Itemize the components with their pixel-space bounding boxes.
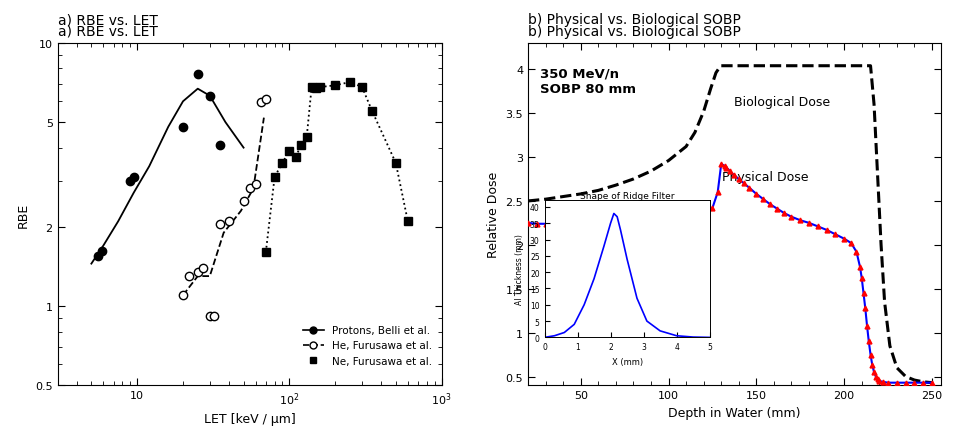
Text: a) RBE vs. LET: a) RBE vs. LET (58, 25, 157, 39)
Y-axis label: RBE: RBE (16, 202, 30, 227)
Text: a) RBE vs. LET: a) RBE vs. LET (58, 13, 157, 27)
Text: Biological Dose: Biological Dose (734, 95, 830, 108)
Text: Physical Dose: Physical Dose (722, 170, 808, 184)
Y-axis label: Relative Dose: Relative Dose (487, 172, 500, 258)
Text: b) Physical vs. Biological SOBP: b) Physical vs. Biological SOBP (528, 13, 741, 27)
Text: 350 MeV/n
SOBP 80 mm: 350 MeV/n SOBP 80 mm (540, 68, 636, 95)
X-axis label: Depth in Water (mm): Depth in Water (mm) (668, 406, 801, 419)
Text: b) Physical vs. Biological SOBP: b) Physical vs. Biological SOBP (528, 25, 741, 39)
X-axis label: LET [keV / μm]: LET [keV / μm] (204, 413, 296, 425)
Legend: Protons, Belli et al., He, Furusawa et al., Ne, Furusawa et al.: Protons, Belli et al., He, Furusawa et a… (299, 321, 437, 370)
